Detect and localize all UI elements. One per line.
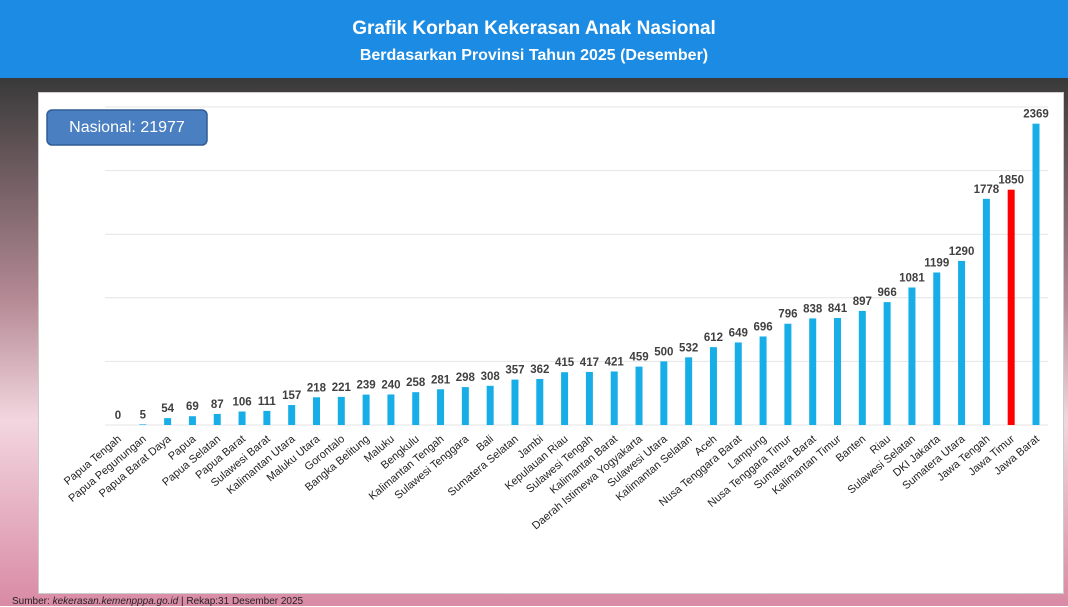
header: Grafik Korban Kekerasan Anak Nasional Be…: [0, 0, 1068, 78]
bar: [834, 318, 842, 425]
bar: [858, 310, 866, 425]
value-label: 221: [332, 382, 352, 394]
source-note: | Rekap:31 Desember 2025: [181, 596, 304, 607]
value-label: 459: [629, 352, 648, 364]
bar: [561, 372, 569, 425]
bar: [982, 198, 990, 425]
value-label: 258: [406, 377, 426, 389]
bar: [362, 394, 370, 425]
value-label: 966: [878, 287, 897, 299]
value-label: 106: [232, 397, 251, 409]
bar: [337, 396, 345, 425]
bar: [238, 411, 246, 425]
bar: [685, 357, 693, 425]
value-label: 1081: [899, 272, 925, 284]
bar: [387, 394, 395, 425]
value-label: 838: [803, 303, 823, 315]
value-label: 5: [140, 409, 147, 421]
value-label: 2369: [1023, 109, 1049, 121]
value-label: 239: [357, 380, 376, 392]
value-label: 1850: [998, 175, 1024, 187]
value-label: 1290: [949, 246, 975, 258]
value-label: 796: [778, 309, 797, 321]
value-label: 281: [431, 374, 451, 386]
value-label: 1199: [924, 257, 949, 269]
value-label: 417: [580, 357, 599, 369]
value-label: 218: [307, 382, 327, 394]
source-site: kekerasan.kemenpppa.go.id: [52, 596, 179, 607]
bar: [635, 366, 643, 425]
bar: [1032, 123, 1040, 425]
bar: [213, 413, 221, 425]
value-label: 649: [729, 327, 748, 339]
bar: [759, 336, 767, 425]
bar: [660, 361, 668, 425]
bar: [288, 405, 296, 425]
bar: [1007, 189, 1015, 425]
source: Sumber: kekerasan.kemenpppa.go.id | Reka…: [12, 596, 303, 607]
bar: [437, 389, 445, 425]
value-label: 612: [704, 332, 723, 344]
value-label: 1778: [974, 184, 1000, 196]
value-label: 357: [505, 365, 524, 377]
bar: [610, 371, 618, 425]
value-label: 240: [381, 379, 400, 391]
bar: [263, 410, 271, 425]
bar: [511, 379, 519, 425]
bar: [809, 318, 817, 425]
bar: [412, 392, 420, 425]
bar: [312, 397, 320, 425]
value-label: 897: [853, 296, 872, 308]
bar: [461, 387, 469, 425]
value-label: 532: [679, 342, 698, 354]
value-label: 157: [282, 390, 301, 402]
bar: [536, 378, 544, 425]
bar: [734, 342, 742, 425]
bar: [933, 272, 941, 425]
subtitle: Berdasarkan Provinsi Tahun 2025 (Desembe…: [359, 47, 709, 64]
value-label: 0: [115, 410, 121, 422]
value-label: 54: [161, 403, 174, 415]
value-label: 415: [555, 357, 575, 369]
value-label: 111: [258, 396, 277, 408]
chart-panel: [38, 92, 1064, 594]
bar: [585, 371, 593, 425]
value-label: 421: [605, 356, 625, 368]
bar: [164, 418, 172, 425]
value-label: 841: [828, 303, 848, 315]
bar: [908, 287, 916, 425]
value-label: 308: [481, 371, 501, 383]
source-label: Sumber:: [12, 596, 50, 607]
value-label: 69: [186, 401, 199, 413]
annotation: Nasional: 21977: [69, 119, 185, 136]
bar: [188, 416, 196, 425]
value-label: 87: [211, 399, 224, 411]
value-label: 500: [654, 346, 673, 358]
bar: [883, 302, 891, 425]
title: Grafik Korban Kekerasan Anak Nasional: [352, 18, 716, 39]
bar: [139, 424, 147, 425]
bar: [709, 347, 717, 425]
annotation-box: [46, 109, 208, 146]
value-label: 696: [753, 321, 772, 333]
bar: [486, 385, 494, 425]
bar: [958, 260, 966, 425]
value-label: 362: [530, 364, 549, 376]
value-label: 298: [456, 372, 476, 384]
bar: [784, 323, 792, 425]
